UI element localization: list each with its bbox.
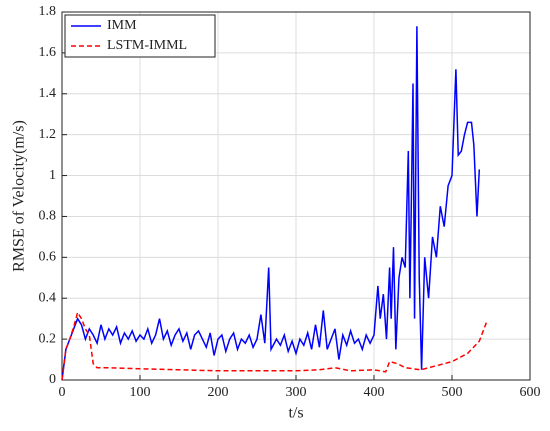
y-tick-label: 1.6 [39, 45, 57, 60]
legend: IMM LSTM-IMML [64, 14, 216, 58]
y-tick-label: 1 [49, 168, 56, 183]
x-tick-label: 0 [59, 385, 66, 400]
y-tick-label: 1.8 [39, 4, 57, 19]
data-line [61, 310, 488, 381]
x-tick-label: 100 [130, 385, 151, 400]
legend-label: IMM [107, 18, 137, 33]
y-tick-label: 0.8 [39, 209, 57, 224]
x-tick-label: 600 [520, 385, 541, 400]
y-axis-label: RMSE of Velocity(m/s) [11, 120, 28, 272]
legend-box [64, 14, 216, 58]
y-tick-label: 0 [49, 372, 56, 387]
x-tick-label: 200 [208, 385, 229, 400]
y-tick-label: 0.4 [39, 290, 57, 305]
y-tick-label: 0.2 [39, 331, 57, 346]
x-axis-label: t/s [288, 405, 303, 422]
x-tick-label: 500 [442, 385, 463, 400]
plot-frame [61, 11, 531, 381]
data-line [61, 26, 481, 381]
y-tick-label: 0.6 [39, 250, 57, 265]
y-tick-label: 1.4 [39, 86, 57, 101]
y-tick-label: 1.2 [39, 127, 57, 142]
x-tick-label: 400 [364, 385, 385, 400]
legend-label: LSTM-IMML [107, 38, 187, 53]
x-tick-label: 300 [286, 385, 307, 400]
